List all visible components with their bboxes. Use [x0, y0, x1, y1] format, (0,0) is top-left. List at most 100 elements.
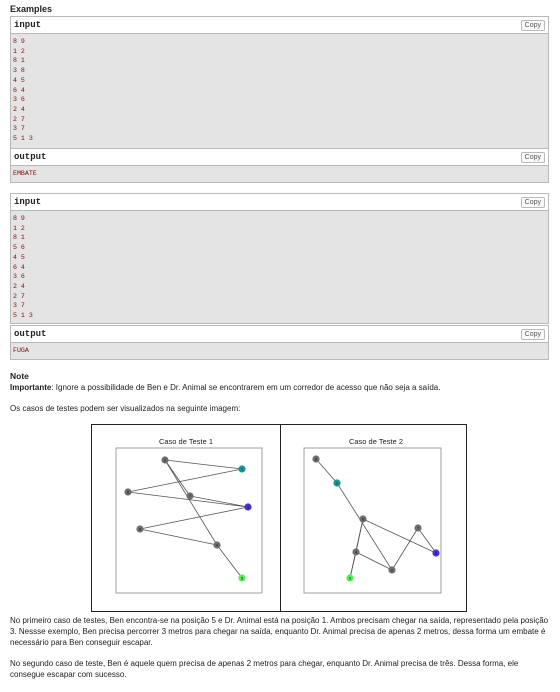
graph-node — [238, 574, 246, 582]
input-line: 1 2 — [13, 224, 25, 232]
copy-button[interactable]: Copy — [520, 20, 545, 31]
graph-node — [213, 541, 221, 549]
input-line: 3 8 — [13, 67, 25, 75]
graph-edge — [127, 468, 243, 493]
graph-node — [244, 503, 252, 511]
examples-heading: Examples — [10, 4, 53, 14]
input-line: 2 4 — [13, 105, 25, 113]
graph-node — [346, 574, 354, 582]
important-label: Importante — [10, 383, 52, 392]
important-note: Importante: Ignore a possibilidade de Be… — [10, 382, 550, 393]
graph-node-label: 5 — [349, 576, 352, 581]
graph-node-label: 2 — [391, 568, 394, 573]
graph-node — [388, 566, 396, 574]
input-line: 2 7 — [13, 115, 25, 123]
input-line: 8 1 — [13, 234, 25, 242]
graph-node-label: 5 — [241, 576, 244, 581]
output-content: FUGA — [11, 343, 548, 359]
input-line: 8 1 — [13, 57, 25, 65]
graph-node-label: 6 — [362, 517, 365, 522]
panel-2-title: Caso de Teste 2 — [349, 437, 403, 446]
example-2-input: input Copy 8 9 1 2 8 1 5 6 4 5 6 4 3 6 2… — [10, 193, 549, 324]
output-line: FUGA — [13, 347, 29, 354]
graph-node-label: 6 — [139, 527, 142, 532]
test-cases-figure: Caso de Teste 1 Caso de Teste 2 1 2 3 4 5 6 7 8… — [91, 424, 467, 612]
graph-node-label: 7 — [189, 494, 192, 499]
graph-node-label: 1 — [241, 467, 244, 472]
output-label: output — [14, 329, 47, 339]
input-line: 1 2 — [13, 47, 25, 55]
figure-intro: Os casos de testes podem ser visualizado… — [10, 404, 241, 413]
graph-edge — [355, 518, 364, 553]
graph-node-label: 2 — [164, 458, 167, 463]
input-header: input Copy — [11, 194, 548, 211]
example-2-output: output Copy FUGA — [10, 325, 549, 360]
panel-2-frame — [303, 447, 442, 594]
input-line: 3 6 — [13, 96, 25, 104]
input-content: 8 9 1 2 8 1 5 6 4 5 6 4 3 6 2 4 2 7 3 7 … — [11, 211, 548, 323]
graph-drawing: Caso de Teste 1 Caso de Teste 2 1 2 3 4 5 6 7 8… — [115, 437, 442, 594]
output-line: EMBATE — [13, 170, 37, 177]
graph-node-label: 7 — [417, 526, 420, 531]
graph-node-label: 8 — [127, 490, 130, 495]
graph-edge — [349, 551, 357, 579]
graph-edge — [139, 506, 249, 530]
panel-1-title: Caso de Teste 1 — [159, 437, 213, 446]
graph-node — [432, 549, 440, 557]
output-header: output Copy — [11, 149, 548, 166]
input-label: input — [14, 197, 42, 207]
input-line: 3 7 — [13, 302, 25, 310]
graph-edge — [417, 527, 437, 554]
input-line: 2 7 — [13, 292, 25, 300]
input-line: 4 5 — [13, 76, 25, 84]
note-title: Note — [10, 371, 29, 381]
graph-edge — [216, 544, 243, 579]
input-line: 3 6 — [13, 273, 25, 281]
example-1-output: output Copy EMBATE — [10, 148, 549, 183]
output-label: output — [14, 152, 47, 162]
graph-node — [414, 524, 422, 532]
graph-edge — [164, 459, 218, 546]
graph-node-label: 4 — [355, 550, 358, 555]
input-line: 5 1 3 — [13, 135, 33, 143]
graph-edge — [336, 482, 393, 571]
figure-divider — [280, 425, 281, 611]
graph-node-label: 4 — [216, 543, 219, 548]
copy-button[interactable]: Copy — [520, 197, 545, 208]
example-1-input: input Copy 8 9 1 2 8 1 3 8 4 5 6 4 3 6 2… — [10, 16, 549, 165]
input-line: 3 7 — [13, 125, 25, 133]
graph-node-label: 3 — [435, 551, 438, 556]
graph-edge — [391, 527, 419, 571]
explanation-2: No segundo caso de teste, Ben é aquele q… — [10, 659, 519, 679]
graph-edge — [164, 459, 191, 497]
input-line: 5 1 3 — [13, 312, 33, 320]
graph-edge — [127, 491, 249, 508]
input-header: input Copy — [11, 17, 548, 34]
output-content: EMBATE — [11, 166, 548, 182]
graph-node — [238, 465, 246, 473]
input-line: 6 4 — [13, 263, 25, 271]
copy-button[interactable]: Copy — [520, 329, 545, 340]
graph-node — [333, 479, 341, 487]
graph-node — [186, 492, 194, 500]
graph-edge — [362, 518, 437, 554]
graph-edge — [139, 528, 218, 546]
graph-node-label: 3 — [247, 505, 250, 510]
input-line: 5 6 — [13, 244, 25, 252]
input-line: 8 9 — [13, 215, 25, 222]
graph-node — [312, 455, 320, 463]
input-label: input — [14, 20, 42, 30]
graph-edge — [315, 458, 338, 484]
graph-edge — [355, 551, 393, 571]
input-line: 4 5 — [13, 253, 25, 261]
input-line: 6 4 — [13, 86, 25, 94]
important-text: : Ignore a possibilidade de Ben e Dr. An… — [51, 383, 441, 392]
graph-node-label: 8 — [315, 457, 318, 462]
graph-node-label: 1 — [336, 481, 339, 486]
input-line: 2 4 — [13, 282, 25, 290]
graph-node — [136, 525, 144, 533]
graph-node — [161, 456, 169, 464]
copy-button[interactable]: Copy — [520, 152, 545, 163]
panel-1-frame — [115, 447, 263, 594]
graph-edge — [164, 459, 243, 470]
